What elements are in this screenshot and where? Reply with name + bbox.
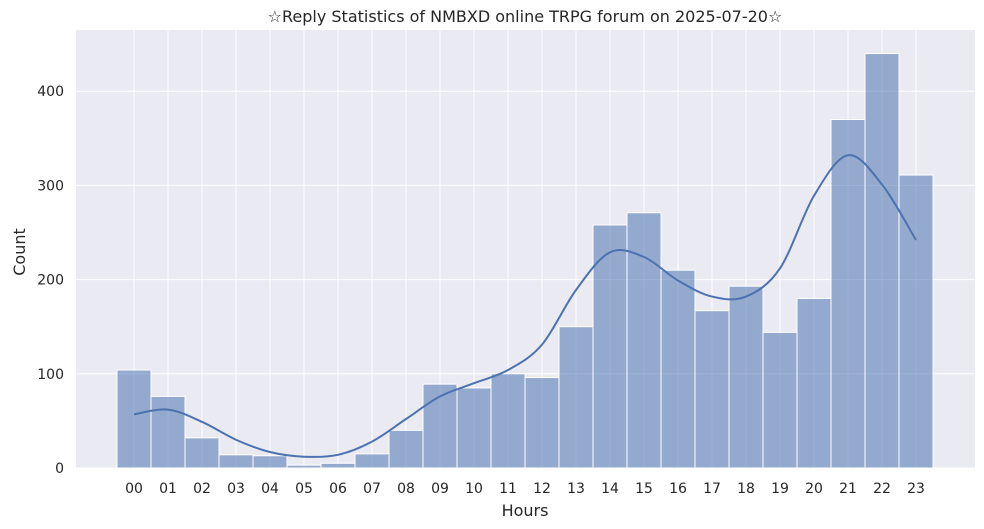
x-tick-label: 21: [839, 481, 857, 497]
bar-04: [252, 455, 288, 469]
x-tick-label: 17: [703, 481, 721, 497]
x-tick-label: 08: [397, 481, 415, 497]
bar-21: [830, 118, 866, 469]
y-tick-label: 200: [37, 273, 64, 289]
x-tick-label: 23: [907, 481, 925, 497]
y-tick-label: 400: [37, 84, 64, 100]
bar-12: [524, 377, 560, 469]
x-tick-label: 03: [227, 481, 245, 497]
x-tick-label: 00: [125, 481, 143, 497]
x-tick-label: 15: [635, 481, 653, 497]
y-tick-label: 100: [37, 367, 64, 383]
bar-09: [422, 383, 458, 469]
bar-05: [286, 464, 322, 469]
bar-19: [762, 331, 798, 469]
x-tick-label: 12: [533, 481, 551, 497]
x-tick-label: 02: [193, 481, 211, 497]
x-tick-label: 01: [159, 481, 177, 497]
x-tick-label: 05: [295, 481, 313, 497]
bar-02: [184, 437, 220, 469]
x-tick-labels: 00 01 02 03 04 05 06 07 08 09 10 11 12 13 14 15 16 17 18 19…: [125, 481, 925, 497]
bar-10: [456, 387, 492, 469]
x-tick-label: 18: [737, 481, 755, 497]
x-axis-label: Hours: [502, 501, 549, 520]
bar-23: [898, 174, 934, 469]
bars: [116, 53, 934, 469]
bar-08: [388, 429, 424, 469]
x-tick-label: 19: [771, 481, 789, 497]
bar-14: [592, 224, 628, 469]
x-tick-label: 09: [431, 481, 449, 497]
y-tick-label: 0: [55, 461, 64, 477]
x-tick-label: 13: [567, 481, 585, 497]
bar-00: [116, 369, 152, 469]
bar-17: [694, 310, 730, 469]
bar-15: [626, 212, 662, 469]
x-tick-label: 06: [329, 481, 347, 497]
x-tick-label: 11: [499, 481, 517, 497]
x-tick-label: 07: [363, 481, 381, 497]
chart-title: ☆Reply Statistics of NMBXD online TRPG f…: [268, 7, 783, 26]
y-tick-label: 300: [37, 178, 64, 194]
bar-03: [218, 454, 254, 469]
bar-16: [660, 269, 696, 469]
x-tick-label: 22: [873, 481, 891, 497]
x-tick-label: 14: [601, 481, 619, 497]
bar-22: [864, 53, 900, 469]
bar-20: [796, 297, 832, 469]
y-tick-labels: 0 100 200 300 400: [37, 84, 64, 477]
bar-13: [558, 326, 594, 469]
kde-curve: [133, 154, 917, 458]
y-axis-label: Count: [10, 228, 29, 276]
x-tick-label: 10: [465, 481, 483, 497]
bar-01: [150, 395, 186, 469]
bar-06: [320, 462, 356, 469]
bar-11: [490, 373, 526, 469]
x-tick-label: 04: [261, 481, 279, 497]
x-tick-label: 20: [805, 481, 823, 497]
bar-18: [728, 285, 764, 469]
bar-07: [354, 453, 390, 469]
x-tick-label: 16: [669, 481, 687, 497]
